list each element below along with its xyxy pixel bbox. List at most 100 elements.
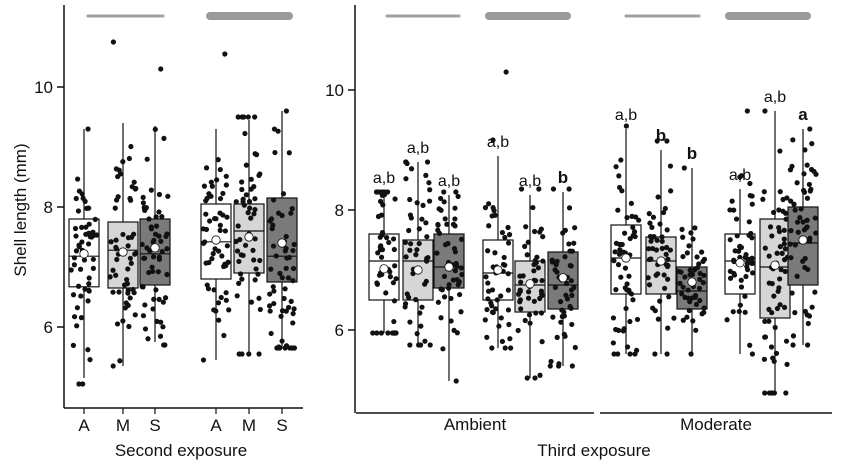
- data-point: [505, 271, 511, 277]
- mean-marker: [211, 235, 221, 245]
- data-point: [92, 216, 98, 222]
- data-point: [452, 223, 458, 229]
- data-point: [442, 216, 448, 222]
- data-point: [558, 319, 564, 325]
- mean-marker: [150, 243, 160, 253]
- data-point: [540, 258, 546, 264]
- data-point: [663, 251, 669, 257]
- data-point: [770, 355, 776, 361]
- data-point: [772, 324, 778, 331]
- third-y-tick-label: 10: [325, 81, 344, 100]
- data-point: [746, 219, 752, 225]
- second-y-tick-label: 8: [44, 198, 53, 217]
- data-point: [414, 247, 420, 253]
- data-point: [483, 274, 489, 280]
- data-point: [245, 210, 251, 216]
- mean-marker: [118, 247, 128, 257]
- data-point: [243, 192, 249, 198]
- data-point: [108, 239, 114, 245]
- data-point: [774, 305, 780, 312]
- data-point: [132, 251, 138, 257]
- data-point: [200, 226, 206, 232]
- data-point: [203, 260, 209, 266]
- data-point: [667, 247, 673, 253]
- data-point: [660, 209, 667, 216]
- data-point: [76, 188, 82, 194]
- data-point: [160, 299, 166, 305]
- data-point: [770, 209, 777, 216]
- data-point: [76, 381, 82, 387]
- data-point: [426, 180, 432, 186]
- data-point: [216, 317, 222, 323]
- data-point: [456, 291, 463, 298]
- data-point: [655, 271, 661, 277]
- data-point: [454, 277, 460, 283]
- data-point: [406, 227, 412, 234]
- data-point: [646, 211, 652, 217]
- data-point: [801, 189, 808, 195]
- data-point: [620, 328, 626, 334]
- data-point: [610, 315, 617, 321]
- data-point: [489, 213, 495, 219]
- data-point: [766, 390, 773, 396]
- data-point: [787, 167, 794, 173]
- data-point: [76, 244, 82, 250]
- data-point: [804, 217, 810, 223]
- data-point: [222, 228, 228, 234]
- data-point: [525, 295, 532, 301]
- data-point: [290, 310, 296, 317]
- data-point: [792, 310, 798, 316]
- data-point: [505, 240, 512, 246]
- data-point: [684, 250, 690, 256]
- data-point: [657, 298, 663, 304]
- data-point: [291, 241, 297, 248]
- data-point: [750, 270, 756, 276]
- data-point: [809, 141, 815, 147]
- data-point: [422, 281, 428, 287]
- data-point: [75, 208, 82, 214]
- significance-letter: a,b: [519, 173, 541, 190]
- data-point: [151, 237, 157, 244]
- data-point: [277, 270, 283, 276]
- data-point: [224, 214, 230, 220]
- data-point: [250, 247, 256, 253]
- data-point: [374, 189, 380, 195]
- data-point: [248, 299, 255, 305]
- data-point: [762, 245, 768, 251]
- data-point: [659, 234, 665, 240]
- data-point: [613, 287, 619, 293]
- data-point: [423, 220, 429, 226]
- data-point: [788, 198, 794, 204]
- data-point: [145, 336, 151, 342]
- data-point: [71, 255, 78, 261]
- data-point: [616, 251, 623, 257]
- data-point: [517, 287, 523, 294]
- data-point: [288, 210, 294, 216]
- x-tick-label-s: S: [276, 416, 287, 435]
- data-point: [268, 266, 274, 272]
- data-point: [157, 333, 164, 339]
- data-point: [242, 242, 249, 248]
- data-point: [767, 224, 774, 230]
- data-point: [650, 305, 656, 311]
- data-point: [612, 249, 618, 255]
- mean-marker: [798, 235, 808, 245]
- data-point: [781, 227, 787, 233]
- data-point: [384, 235, 390, 241]
- data-point: [426, 198, 433, 204]
- data-point: [256, 351, 262, 357]
- data-point: [771, 390, 778, 396]
- data-point: [94, 232, 100, 238]
- data-point: [407, 196, 413, 203]
- data-point: [743, 273, 749, 280]
- data-point: [237, 271, 244, 277]
- data-point: [71, 314, 78, 320]
- data-point: [458, 309, 464, 315]
- data-point: [784, 195, 790, 201]
- data-point: [162, 295, 169, 301]
- data-point: [271, 197, 277, 203]
- data-point: [700, 280, 706, 286]
- data-point: [217, 166, 223, 173]
- data-point: [788, 228, 794, 234]
- data-point: [558, 299, 564, 305]
